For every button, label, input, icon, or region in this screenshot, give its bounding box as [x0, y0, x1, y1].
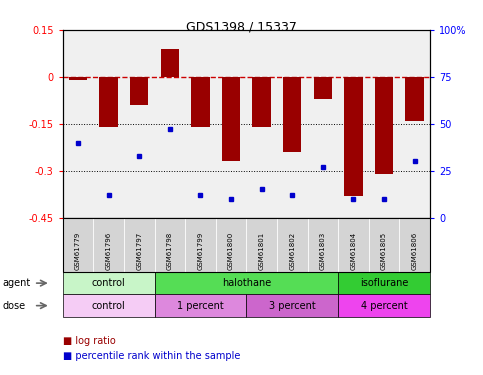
Text: GSM61779: GSM61779 [75, 232, 81, 270]
Bar [222, 77, 240, 161]
Text: 3 percent: 3 percent [269, 301, 315, 310]
Text: GSM61801: GSM61801 [258, 232, 265, 270]
Bar [99, 77, 118, 127]
Bar [161, 49, 179, 77]
Text: GSM61799: GSM61799 [198, 232, 203, 270]
Text: GSM61800: GSM61800 [228, 232, 234, 270]
Text: isoflurane: isoflurane [360, 278, 408, 288]
Text: dose: dose [2, 301, 26, 310]
Text: GSM61796: GSM61796 [106, 232, 112, 270]
Text: GDS1398 / 15337: GDS1398 / 15337 [186, 21, 297, 34]
Text: GSM61803: GSM61803 [320, 232, 326, 270]
Text: halothane: halothane [222, 278, 271, 288]
Bar [405, 77, 424, 121]
Text: GSM61804: GSM61804 [350, 232, 356, 270]
Text: control: control [92, 278, 126, 288]
Text: 4 percent: 4 percent [361, 301, 407, 310]
Text: control: control [92, 301, 126, 310]
Text: GSM61802: GSM61802 [289, 232, 295, 270]
Bar [130, 77, 148, 105]
Bar [69, 77, 87, 80]
Bar [283, 77, 301, 152]
Bar [191, 77, 210, 127]
Text: 1 percent: 1 percent [177, 301, 224, 310]
Bar [344, 77, 363, 196]
Text: GSM61806: GSM61806 [412, 232, 418, 270]
Bar [375, 77, 393, 174]
Text: GSM61798: GSM61798 [167, 232, 173, 270]
Text: agent: agent [2, 278, 30, 288]
Text: GSM61805: GSM61805 [381, 232, 387, 270]
Text: GSM61797: GSM61797 [136, 232, 142, 270]
Bar [313, 77, 332, 99]
Text: ■ log ratio: ■ log ratio [63, 336, 115, 346]
Text: ■ percentile rank within the sample: ■ percentile rank within the sample [63, 351, 240, 361]
Bar [253, 77, 271, 127]
